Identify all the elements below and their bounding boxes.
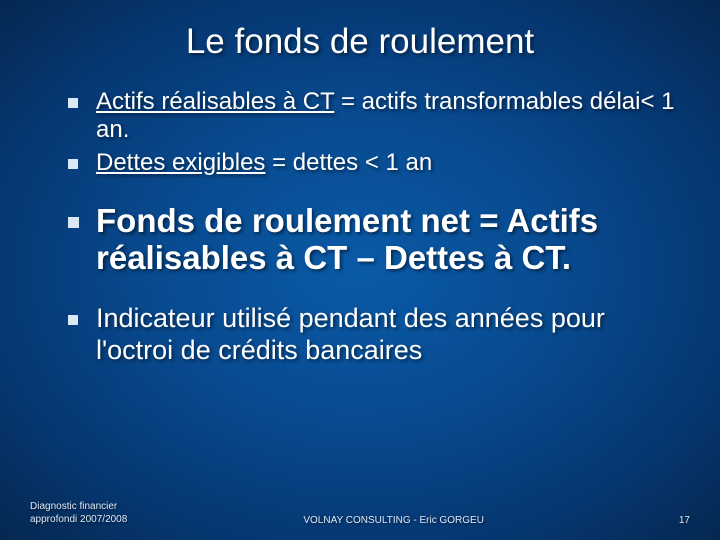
bullet-icon (68, 315, 78, 325)
bullet-text: = dettes < 1 an (265, 149, 432, 176)
bullet-text: Indicateur utilisé pendant des années po… (96, 303, 605, 365)
page-number: 17 (660, 515, 690, 526)
slide-footer: Diagnostic financier approfondi 2007/200… (0, 501, 720, 526)
bullet-icon (68, 159, 78, 169)
footer-left-line: approfondi 2007/2008 (30, 514, 127, 527)
bullet-item: Dettes exigibles = dettes < 1 an (68, 149, 680, 177)
bullet-item: Actifs réalisables à CT = actifs transfo… (68, 88, 680, 145)
bullet-icon (68, 98, 78, 108)
footer-left-line: Diagnostic financier (30, 501, 127, 514)
slide: Le fonds de roulement Actifs réalisables… (0, 0, 720, 540)
slide-content: Actifs réalisables à CT = actifs transfo… (0, 70, 720, 367)
bullet-text: Actifs réalisables à CT (96, 88, 334, 115)
footer-left: Diagnostic financier approfondi 2007/200… (30, 501, 127, 526)
bullet-text: Dettes exigibles (96, 149, 265, 176)
bullet-text: Fonds de roulement net = Actifs réalisab… (96, 202, 598, 276)
bullet-item: Indicateur utilisé pendant des années po… (68, 303, 680, 367)
footer-center: VOLNAY CONSULTING - Eric GORGEU (127, 515, 660, 526)
slide-title: Le fonds de roulement (0, 0, 720, 70)
bullet-icon (68, 217, 79, 228)
bullet-item: Fonds de roulement net = Actifs réalisab… (68, 203, 680, 277)
